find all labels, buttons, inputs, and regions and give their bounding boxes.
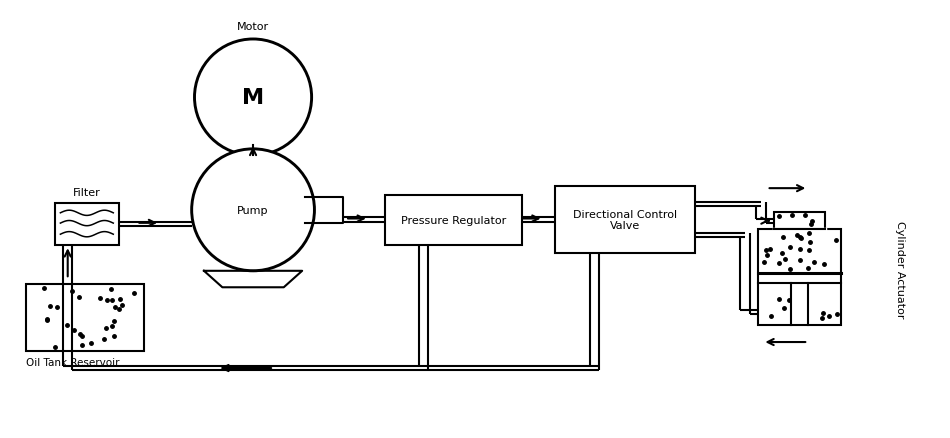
Text: Pump: Pump — [238, 205, 269, 215]
Bar — [556, 187, 695, 254]
Text: Cylinder Actuator: Cylinder Actuator — [895, 220, 905, 318]
Bar — [55, 204, 119, 245]
Bar — [27, 284, 144, 351]
Bar — [758, 230, 842, 325]
Ellipse shape — [192, 149, 314, 271]
Bar — [774, 212, 826, 230]
Text: M: M — [242, 88, 264, 108]
Text: Directional Control
Valve: Directional Control Valve — [573, 209, 677, 231]
Text: Oil Tank Reservoir: Oil Tank Reservoir — [27, 357, 120, 367]
Text: Pressure Regulator: Pressure Regulator — [401, 215, 506, 225]
Text: Motor: Motor — [237, 22, 269, 32]
Ellipse shape — [195, 40, 312, 156]
Bar — [386, 195, 522, 245]
Text: Filter: Filter — [73, 187, 101, 198]
